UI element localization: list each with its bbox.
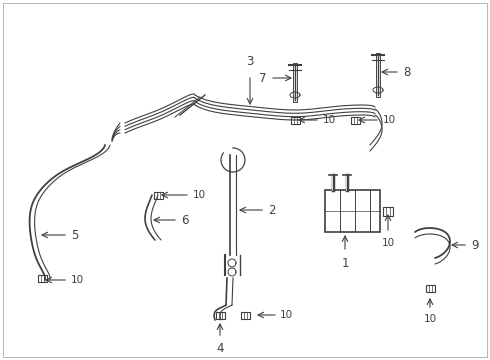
Text: 4: 4 bbox=[216, 342, 224, 355]
Text: 9: 9 bbox=[471, 239, 479, 252]
Text: 8: 8 bbox=[403, 66, 410, 78]
Text: 10: 10 bbox=[423, 314, 437, 324]
Text: 10: 10 bbox=[71, 275, 84, 285]
Text: 7: 7 bbox=[260, 72, 267, 85]
Text: 10: 10 bbox=[323, 115, 336, 125]
Text: 10: 10 bbox=[381, 238, 394, 248]
Text: 10: 10 bbox=[383, 115, 396, 125]
Text: 1: 1 bbox=[341, 257, 349, 270]
Text: 6: 6 bbox=[181, 213, 189, 226]
Text: 3: 3 bbox=[246, 55, 254, 68]
Text: 2: 2 bbox=[268, 203, 275, 216]
Text: 5: 5 bbox=[71, 229, 78, 242]
Text: 10: 10 bbox=[280, 310, 293, 320]
Text: 10: 10 bbox=[193, 190, 206, 200]
